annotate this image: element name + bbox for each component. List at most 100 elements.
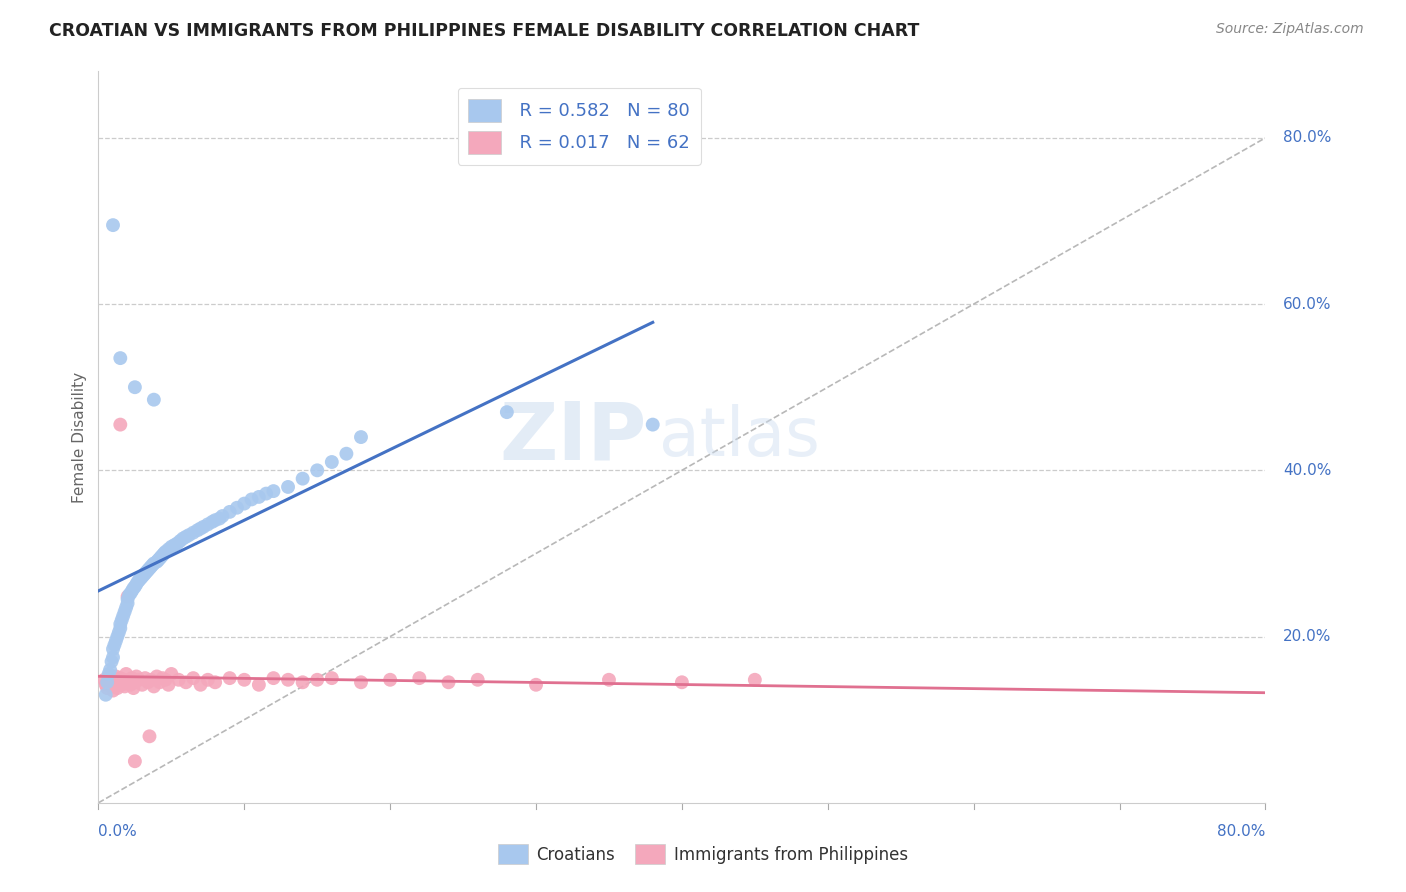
Point (121, 583, 143, 598)
Text: 60.0%: 60.0% (1282, 297, 1331, 311)
Point (125, 669, 148, 683)
Point (101, 218, 124, 232)
Point (120, 678, 142, 692)
Point (437, 675, 460, 690)
Point (128, 673, 150, 687)
Point (110, 351, 132, 365)
Point (97, 667, 120, 681)
Point (131, 570, 153, 584)
Text: ZIP: ZIP (499, 398, 647, 476)
Point (163, 538, 186, 552)
Legend:   R = 0.582   N = 80,   R = 0.017   N = 62: R = 0.582 N = 80, R = 0.017 N = 62 (457, 87, 700, 165)
Point (187, 523, 209, 537)
Point (641, 417, 664, 432)
Point (124, 380, 146, 394)
Point (105, 630, 128, 644)
Point (174, 530, 197, 544)
Point (181, 525, 204, 540)
Point (108, 675, 131, 690)
Point (146, 555, 169, 569)
Point (321, 671, 343, 685)
Text: CROATIAN VS IMMIGRANTS FROM PHILIPPINES FEMALE DISABILITY CORRELATION CHART: CROATIAN VS IMMIGRANTS FROM PHILIPPINES … (49, 22, 920, 40)
Point (114, 680, 136, 694)
Legend: Croatians, Immigrants from Philippines: Croatians, Immigrants from Philippines (492, 838, 914, 871)
Point (111, 678, 134, 692)
Point (247, 678, 270, 692)
Point (174, 675, 197, 690)
Text: 40.0%: 40.0% (1282, 463, 1331, 478)
Point (197, 673, 219, 687)
Point (96, 675, 118, 690)
Text: 80.0%: 80.0% (1282, 130, 1331, 145)
Text: 20.0%: 20.0% (1282, 629, 1331, 644)
Point (124, 675, 146, 690)
Point (142, 392, 165, 407)
Point (115, 600, 138, 615)
Point (201, 515, 224, 529)
Point (115, 667, 138, 681)
Point (141, 558, 163, 573)
Point (112, 673, 135, 687)
Point (132, 568, 155, 582)
Point (226, 500, 249, 515)
Point (129, 571, 152, 585)
Point (307, 463, 329, 477)
Point (152, 671, 174, 685)
Point (155, 545, 177, 559)
Point (177, 528, 200, 542)
Point (166, 536, 188, 550)
Point (291, 675, 314, 690)
Point (247, 490, 270, 504)
Point (98, 675, 121, 690)
Point (110, 621, 132, 635)
Point (321, 455, 343, 469)
Point (350, 675, 373, 690)
Point (208, 511, 231, 525)
Point (103, 638, 125, 652)
Point (307, 673, 329, 687)
Point (122, 681, 145, 695)
Point (110, 671, 132, 685)
Point (160, 540, 183, 554)
Point (105, 681, 128, 695)
Point (197, 517, 219, 532)
Point (117, 590, 139, 604)
Point (744, 673, 766, 687)
Point (125, 577, 148, 591)
Point (101, 683, 124, 698)
Text: 0.0%: 0.0% (98, 823, 138, 838)
Point (127, 574, 149, 589)
Point (262, 671, 284, 685)
Point (408, 671, 430, 685)
Point (240, 492, 263, 507)
Point (136, 563, 159, 577)
Point (153, 546, 176, 560)
Point (152, 548, 174, 562)
Point (136, 675, 159, 690)
Y-axis label: Female Disability: Female Disability (72, 371, 87, 503)
Point (233, 673, 256, 687)
Point (118, 673, 141, 687)
Point (211, 509, 233, 524)
Point (138, 729, 160, 743)
Point (93, 673, 115, 687)
Point (118, 588, 141, 602)
Point (157, 678, 180, 692)
Point (94, 678, 117, 692)
Point (98, 663, 121, 677)
Point (350, 430, 373, 444)
Point (135, 565, 157, 579)
Point (120, 586, 142, 600)
Point (155, 673, 177, 687)
Point (218, 671, 240, 685)
Point (380, 673, 402, 687)
Point (96, 681, 118, 695)
Point (117, 596, 139, 610)
Point (277, 673, 299, 687)
Point (112, 608, 135, 623)
Point (254, 486, 277, 500)
Point (134, 671, 156, 685)
Text: Source: ZipAtlas.com: Source: ZipAtlas.com (1216, 22, 1364, 37)
Point (139, 673, 162, 687)
Point (233, 497, 256, 511)
